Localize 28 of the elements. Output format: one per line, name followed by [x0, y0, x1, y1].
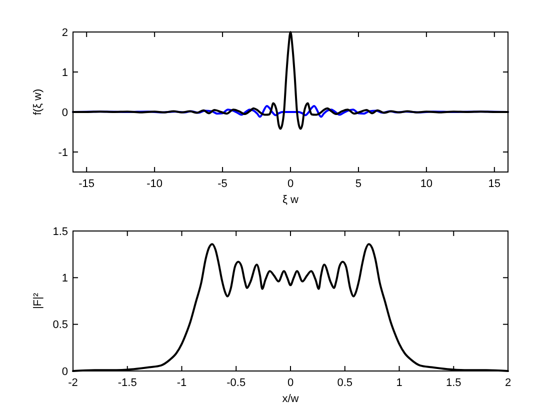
x-tick-label: 1.5 — [446, 377, 462, 389]
y-tick-label: 1.5 — [52, 226, 68, 238]
y-tick-label: 1 — [62, 66, 68, 79]
y-tick-label: 2 — [62, 26, 68, 39]
x-tick-label: 1 — [396, 377, 402, 389]
x-axis-title: x/w — [282, 393, 299, 405]
x-tick-label: -1.5 — [118, 377, 137, 389]
y-tick-label: 0.5 — [52, 319, 68, 332]
x-axis-title: ξ w — [282, 194, 299, 206]
x-tick-label: -15 — [78, 178, 95, 190]
x-tick-label: 2 — [504, 377, 512, 389]
y-tick-label: 0 — [62, 106, 68, 119]
x-tick-label: 0.5 — [337, 377, 353, 389]
x-tick-label: -10 — [146, 178, 163, 190]
x-tick-label: 0 — [287, 377, 294, 389]
x-tick-label: -0.5 — [226, 377, 246, 389]
y-tick-label: -1 — [58, 146, 68, 159]
x-tick-label: 10 — [420, 178, 433, 190]
x-tick-label: 15 — [488, 178, 501, 190]
y-axis-title: f(ξ w) — [32, 88, 44, 116]
x-tick-label: 5 — [355, 178, 362, 190]
y-tick-label: 1 — [62, 272, 68, 285]
x-tick-label: -1 — [176, 377, 187, 389]
x-tick-label: -5 — [218, 178, 228, 190]
y-tick-label: 0 — [62, 366, 68, 378]
x-tick-label: -2 — [68, 377, 78, 389]
y-axis-title: |F|² — [32, 292, 44, 310]
x-tick-label: 0 — [287, 178, 294, 190]
